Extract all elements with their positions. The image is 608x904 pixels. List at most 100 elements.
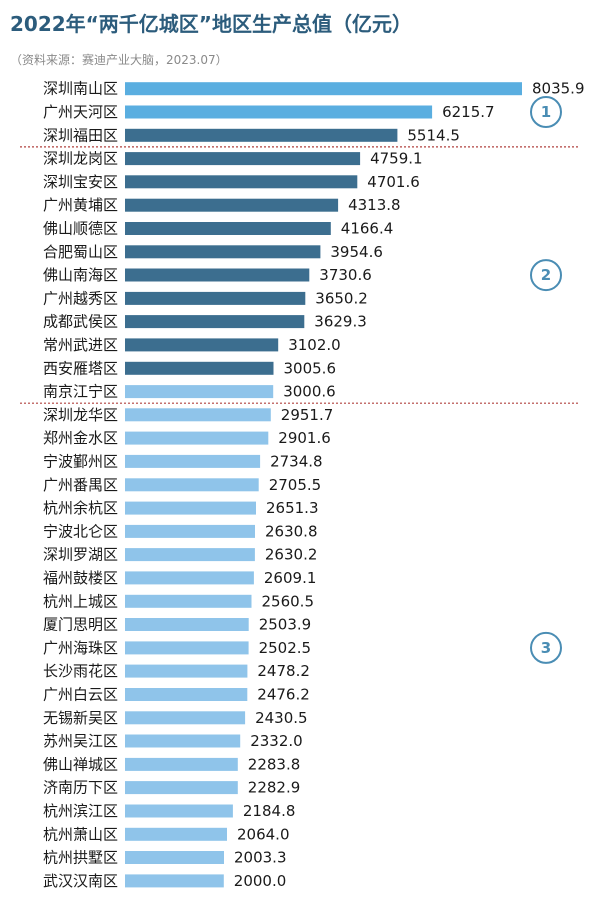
value-label: 2651.3 [266,499,319,517]
category-label: 杭州拱墅区 [43,849,118,867]
group-label: 2 [541,266,551,284]
category-label: 佛山南海区 [43,266,118,284]
category-label: 常州武进区 [43,336,118,354]
category-label: 济南历下区 [43,779,118,797]
category-label: 杭州萧山区 [43,825,118,843]
value-label: 2000.0 [234,872,286,890]
bar [125,128,398,142]
bar [125,385,274,399]
value-label: 4759.1 [370,150,423,168]
value-label: 3629.3 [314,313,367,331]
category-label: 成都武侯区 [43,313,118,331]
bar [125,874,224,888]
value-label: 2184.8 [243,802,296,820]
bar [125,222,331,235]
bar [125,827,227,841]
value-label: 3102.0 [288,336,341,354]
bar [125,478,259,492]
category-label: 苏州吴江区 [43,732,118,750]
category-label: 广州天河区 [43,103,118,121]
value-label: 2430.5 [255,709,308,727]
value-label: 6215.7 [442,103,495,121]
category-label: 武汉汉南区 [43,872,118,890]
bar [125,524,255,538]
bar [125,781,238,795]
value-label: 4313.8 [348,196,401,214]
category-label: 广州白云区 [43,686,118,704]
value-label: 2630.2 [265,546,318,564]
bar [125,664,248,678]
category-label: 广州黄埔区 [43,196,118,214]
category-label: 广州越秀区 [43,289,118,307]
value-label: 2560.5 [262,592,315,610]
value-label: 2064.0 [237,825,290,843]
category-label: 福州鼓楼区 [43,569,118,587]
category-label: 无锡新吴区 [43,709,118,727]
bar [125,851,224,864]
value-label: 2003.3 [234,849,287,867]
category-label: 深圳龙岗区 [43,150,118,168]
bar [125,82,522,96]
value-label: 2951.7 [281,406,334,424]
category-label: 郑州金水区 [43,429,118,447]
category-label: 杭州上城区 [43,592,118,610]
group-marker [530,96,562,128]
category-label: 厦门思明区 [43,616,118,634]
bar [125,338,279,352]
bar [125,571,254,585]
category-label: 宁波北仑区 [43,522,118,540]
bar [125,245,321,259]
bar [125,641,249,655]
group-marker [530,259,562,292]
bar [125,315,305,329]
value-label: 2283.8 [248,755,300,773]
category-label: 广州番禺区 [43,476,118,494]
category-label: 佛山禅城区 [43,755,118,773]
bar [125,804,233,818]
value-label: 2630.8 [265,522,318,540]
category-label: 合肥蜀山区 [43,243,118,261]
bar [125,268,310,282]
value-label: 3650.2 [315,289,368,307]
bar [125,711,246,725]
value-label: 3000.6 [283,383,336,401]
bar [125,408,271,422]
bar [125,688,248,701]
bar [125,105,433,119]
bar [125,198,339,212]
bar [125,291,306,305]
value-label: 3730.6 [319,266,372,284]
category-label: 深圳宝安区 [43,173,118,191]
value-label: 2705.5 [269,476,322,494]
value-label: 2734.8 [270,452,323,470]
value-label: 5514.5 [407,126,460,144]
category-label: 深圳福田区 [43,126,118,144]
category-label: 长沙雨花区 [43,662,118,680]
group-label: 1 [541,103,551,121]
bar [125,501,256,515]
value-label: 2478.2 [257,662,310,680]
group-marker [530,631,562,664]
value-label: 2503.9 [259,616,312,634]
bar [125,757,238,771]
category-label: 杭州滨江区 [43,802,118,820]
value-label: 2901.6 [278,429,331,447]
value-label: 3954.6 [330,243,383,261]
value-label: 2476.2 [257,686,310,704]
category-label: 西安雁塔区 [43,359,118,377]
source-note: （资料来源：赛迪产业大脑，2023.07） [10,53,228,67]
bar [125,175,358,189]
bar [125,594,252,608]
category-label: 深圳龙华区 [43,406,118,424]
value-label: 3005.6 [284,359,337,377]
bar [125,734,241,748]
value-label: 4701.6 [367,173,420,191]
category-label: 深圳南山区 [43,80,118,98]
category-label: 佛山顺德区 [43,220,118,238]
value-label: 2502.5 [259,639,312,657]
category-label: 宁波鄞州区 [43,452,118,470]
value-label: 2282.9 [248,779,300,797]
value-label: 8035.9 [532,80,585,98]
chart-title: 2022年“两千亿城区”地区生产总值（亿元） [10,12,412,36]
bar [125,454,261,468]
